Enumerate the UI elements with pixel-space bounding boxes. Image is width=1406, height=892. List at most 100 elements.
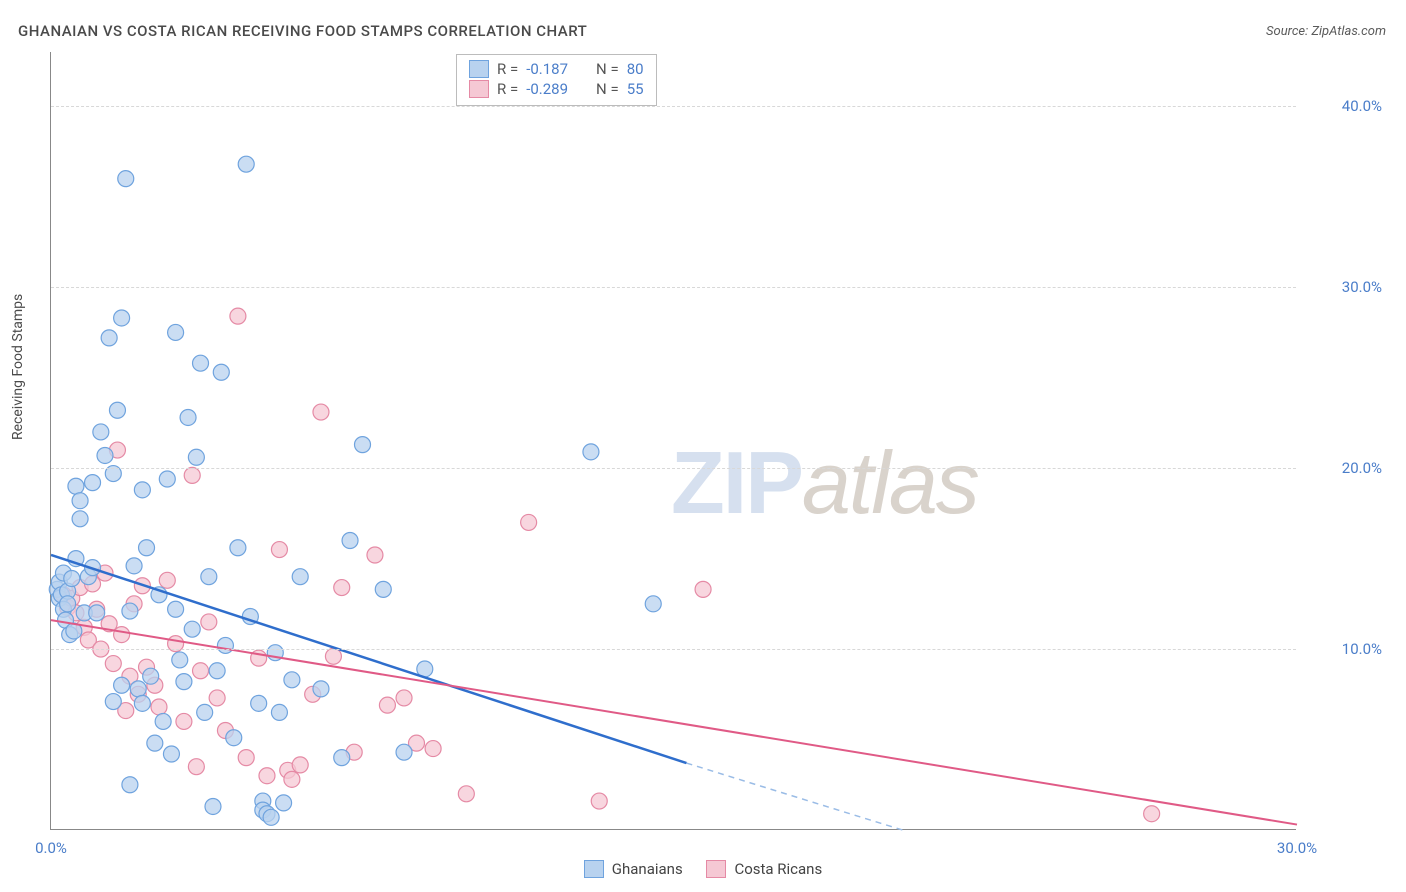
gridline: [51, 106, 1296, 107]
scatter-point: [139, 540, 155, 556]
scatter-point: [201, 614, 217, 630]
scatter-point: [180, 409, 196, 425]
scatter-point: [188, 449, 204, 465]
scatter-point: [184, 467, 200, 483]
scatter-point: [292, 569, 308, 585]
y-tick-label: 20.0%: [1312, 459, 1382, 477]
scatter-point: [134, 695, 150, 711]
scatter-point: [230, 540, 246, 556]
scatter-point: [105, 656, 121, 672]
scatter-point: [1144, 806, 1160, 822]
scatter-point: [458, 786, 474, 802]
scatter-point: [259, 768, 275, 784]
x-tick-label: 30.0%: [1277, 839, 1317, 857]
gridline: [51, 649, 1296, 650]
gridline: [51, 468, 1296, 469]
scatter-point: [217, 637, 233, 653]
scatter-point: [184, 621, 200, 637]
scatter-point: [193, 355, 209, 371]
scatter-point: [114, 627, 130, 643]
scatter-point: [313, 404, 329, 420]
trend-line: [686, 763, 902, 830]
scatter-point: [271, 542, 287, 558]
scatter-point: [209, 690, 225, 706]
scatter-point: [238, 750, 254, 766]
scatter-point: [105, 694, 121, 710]
scatter-point: [89, 605, 105, 621]
scatter-point: [155, 713, 171, 729]
scatter-point: [85, 475, 101, 491]
scatter-point: [230, 308, 246, 324]
stats-legend-box: R = -0.187 N = 80 R = -0.289 N = 55: [456, 54, 657, 106]
y-tick-label: 30.0%: [1312, 278, 1382, 296]
r-label-2: R =: [497, 80, 518, 98]
scatter-point: [334, 580, 350, 596]
scatter-point: [109, 402, 125, 418]
stats-row-ghanaians: R = -0.187 N = 80: [469, 59, 644, 79]
scatter-point: [168, 601, 184, 617]
scatter-point: [292, 757, 308, 773]
scatter-point: [325, 648, 341, 664]
scatter-point: [97, 447, 113, 463]
y-tick-label: 10.0%: [1312, 640, 1382, 658]
r-value-ghanaians: -0.187: [526, 60, 568, 78]
scatter-point: [130, 681, 146, 697]
scatter-point: [188, 759, 204, 775]
scatter-point: [334, 750, 350, 766]
scatter-point: [168, 324, 184, 340]
legend-swatch-ghanaians: [584, 860, 604, 878]
legend-item-costaricans: Costa Ricans: [706, 860, 822, 878]
plot-area: ZIPatlas 10.0%20.0%30.0%40.0%0.0%30.0%: [50, 52, 1296, 830]
legend-label-costaricans: Costa Ricans: [734, 860, 822, 878]
scatter-point: [176, 713, 192, 729]
scatter-point: [342, 533, 358, 549]
scatter-point: [396, 690, 412, 706]
y-tick-label: 40.0%: [1312, 97, 1382, 115]
scatter-point: [209, 663, 225, 679]
scatter-point: [114, 310, 130, 326]
scatter-point: [271, 704, 287, 720]
legend-swatch-costaricans: [706, 860, 726, 878]
scatter-point: [122, 603, 138, 619]
scatter-point: [193, 663, 209, 679]
scatter-point: [68, 478, 84, 494]
scatter-point: [134, 482, 150, 498]
scatter-point: [591, 793, 607, 809]
scatter-point: [213, 364, 229, 380]
n-value-ghanaians: 80: [627, 60, 644, 78]
scatter-point: [101, 330, 117, 346]
scatter-point: [226, 730, 242, 746]
stats-row-costaricans: R = -0.289 N = 55: [469, 79, 644, 99]
chart-title: GHANAIAN VS COSTA RICAN RECEIVING FOOD S…: [18, 22, 587, 40]
scatter-point: [201, 569, 217, 585]
scatter-point: [163, 746, 179, 762]
y-axis-label: Receiving Food Stamps: [10, 294, 26, 440]
legend-item-ghanaians: Ghanaians: [584, 860, 683, 878]
x-tick-label: 0.0%: [35, 839, 67, 857]
scatter-point: [425, 741, 441, 757]
scatter-point: [521, 514, 537, 530]
scatter-point: [60, 596, 76, 612]
gridline: [51, 287, 1296, 288]
r-label: R =: [497, 60, 518, 78]
bottom-legend: Ghanaians Costa Ricans: [0, 860, 1406, 882]
scatter-point: [396, 744, 412, 760]
scatter-point: [114, 677, 130, 693]
scatter-point: [251, 695, 267, 711]
scatter-point: [284, 672, 300, 688]
scatter-point: [313, 681, 329, 697]
scatter-point: [126, 558, 142, 574]
scatter-point: [118, 171, 134, 187]
scatter-point: [197, 704, 213, 720]
scatter-point: [151, 699, 167, 715]
trend-line: [51, 620, 1297, 824]
legend-label-ghanaians: Ghanaians: [612, 860, 683, 878]
scatter-point: [159, 572, 175, 588]
scatter-point: [72, 493, 88, 509]
scatter-point: [205, 798, 221, 814]
swatch-ghanaians: [469, 60, 489, 78]
scatter-point: [176, 674, 192, 690]
source-value: ZipAtlas.com: [1311, 24, 1386, 39]
scatter-point: [93, 424, 109, 440]
scatter-point: [147, 735, 163, 751]
